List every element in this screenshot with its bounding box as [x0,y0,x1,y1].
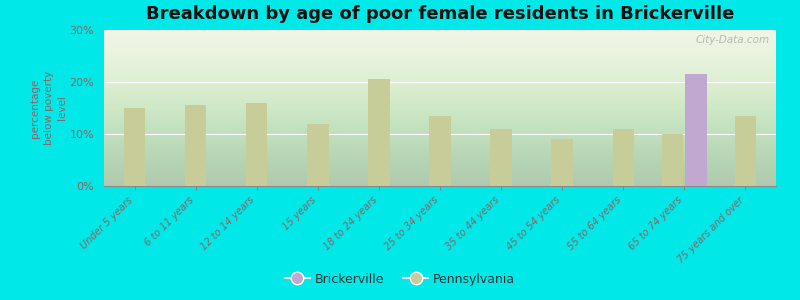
Bar [613,129,634,186]
Legend: Brickerville, Pennsylvania: Brickerville, Pennsylvania [280,268,520,291]
Bar [551,139,573,186]
Bar [246,103,267,186]
Bar [368,80,390,186]
Bar [430,116,450,186]
Bar [307,124,329,186]
Bar [185,105,206,186]
Title: Breakdown by age of poor female residents in Brickerville: Breakdown by age of poor female resident… [146,5,734,23]
Bar [686,74,707,186]
Y-axis label: percentage
below poverty
level: percentage below poverty level [30,71,66,145]
Bar [490,129,512,186]
Bar [124,108,146,186]
Bar [734,116,756,186]
Text: City-Data.com: City-Data.com [695,35,770,45]
Bar [662,134,683,186]
